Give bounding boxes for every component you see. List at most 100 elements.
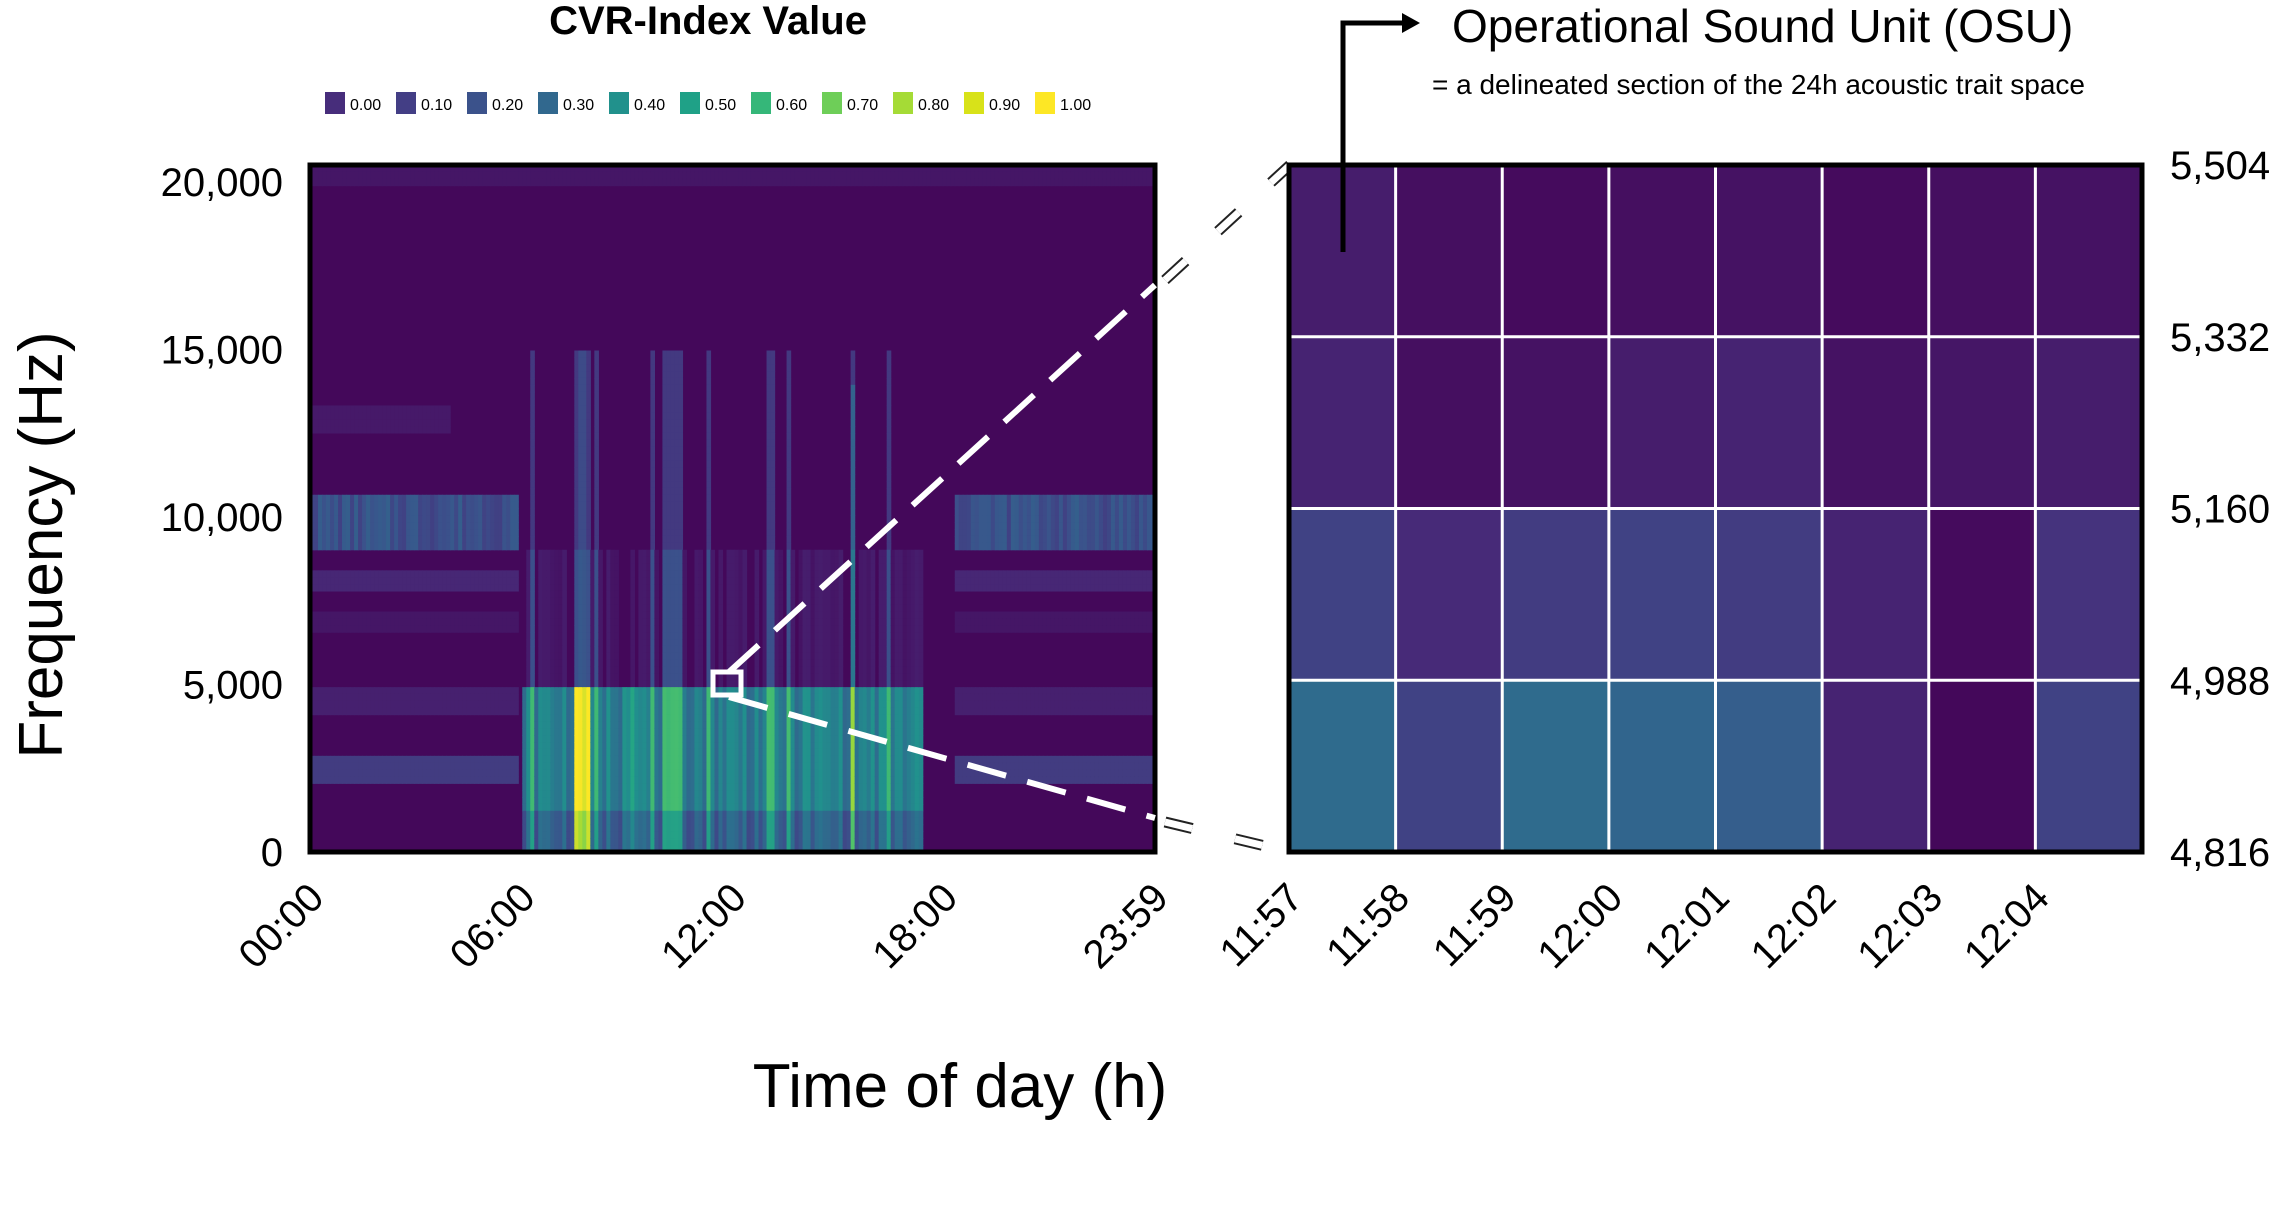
osu-cell (1608, 336, 1717, 509)
x-tick-label: 06:00 (442, 875, 544, 977)
spectrogram-plot (310, 165, 1155, 852)
colorbar-swatch (680, 92, 700, 114)
colorbar-tick-label: 0.60 (776, 97, 807, 114)
y-tick-label: 5,000 (183, 663, 283, 707)
colorbar-swatch (467, 92, 487, 114)
osu-y-tick-label: 4,816 (2170, 831, 2270, 875)
osu-y-tick-label: 4,988 (2170, 659, 2270, 703)
osu-x-tick-label: 11:57 (1212, 875, 1312, 975)
osu-cell (1928, 508, 2036, 681)
connector-bottom-inner (728, 694, 1156, 821)
osu-cell (1395, 680, 1503, 853)
colorbar: 0.00 0.10 0.20 0.30 0.40 0.50 0.60 0.70 0.80 0.90… (325, 92, 1091, 114)
osu-cell (2035, 165, 2143, 338)
colorbar-title: CVR-Index Value (549, 0, 867, 43)
colorbar-swatch (325, 92, 345, 114)
osu-cell (1715, 680, 1823, 853)
osu-x-tick-label: 12:03 (1849, 875, 1951, 977)
colorbar-tick-label: 0.40 (634, 97, 665, 114)
osu-x-ticks: 11:57 11:58 11:59 12:00 12:01 12:02 12:03 12:04 (1212, 875, 2058, 977)
colorbar-swatch (751, 92, 771, 114)
x-axis-label: Time of day (h) (753, 1052, 1168, 1121)
colorbar-swatch (822, 92, 842, 114)
osu-plot (1289, 165, 2143, 853)
connector-top-outer-fill (1162, 162, 1293, 283)
colorbar-tick-label: 0.30 (563, 97, 594, 114)
osu-cell (1715, 508, 1823, 681)
osu-cell (2035, 508, 2143, 681)
x-tick-label: 18:00 (864, 875, 966, 977)
spectrogram-x-ticks: 00:00 06:00 12:00 18:00 23:59 (230, 875, 1176, 977)
x-tick-label: 00:00 (230, 875, 332, 977)
osu-cell (1715, 165, 1823, 338)
osu-cell (1289, 336, 1397, 509)
osu-cell (1715, 336, 1823, 509)
osu-cell (1608, 508, 1717, 681)
colorbar-swatch (538, 92, 558, 114)
colorbar-swatch (396, 92, 416, 114)
zoom-connectors (726, 160, 1294, 858)
osu-cell (1395, 336, 1503, 509)
x-tick-label: 23:59 (1075, 875, 1177, 977)
osu-subtitle: = a delineated section of the 24h acoust… (1432, 69, 2085, 100)
osu-y-tick-label: 5,332 (2170, 316, 2270, 360)
osu-cell (2035, 336, 2143, 509)
osu-gridlines (1289, 165, 2142, 852)
colorbar-tick-label: 0.50 (705, 97, 736, 114)
y-tick-label: 0 (261, 831, 283, 875)
osu-cell (2035, 680, 2143, 853)
osu-cell (1928, 165, 2036, 338)
osu-cell (1928, 336, 2036, 509)
osu-cell (1502, 336, 1610, 509)
colorbar-swatch (964, 92, 984, 114)
colorbar-tick-label: 1.00 (1060, 97, 1091, 114)
osu-cell (1502, 680, 1610, 853)
connector-top-inner (726, 282, 1158, 675)
connector-bottom-outer-fill (1164, 818, 1291, 856)
osu-cell (1289, 680, 1397, 853)
colorbar-swatch (1035, 92, 1055, 114)
osu-x-tick-label: 11:59 (1425, 875, 1525, 975)
spectrogram-y-ticks: 0 5,000 10,000 15,000 20,000 (161, 161, 283, 875)
colorbar-tick-label: 0.90 (989, 97, 1020, 114)
colorbar-tick-label: 0.70 (847, 97, 878, 114)
osu-x-tick-label: 12:00 (1529, 875, 1631, 977)
osu-cell (1608, 165, 1717, 338)
osu-cell (1822, 165, 1930, 338)
osu-cell (1289, 508, 1397, 681)
osu-arrow-head (1402, 13, 1420, 33)
colorbar-swatch (609, 92, 629, 114)
colorbar-swatch (893, 92, 913, 114)
colorbar-tick-label: 0.80 (918, 97, 949, 114)
osu-cell (1822, 336, 1930, 509)
osu-cell (1395, 508, 1503, 681)
osu-cell (1928, 680, 2036, 853)
y-axis-label: Frequency (Hz) (7, 331, 76, 758)
colorbar-tick-label: 0.10 (421, 97, 452, 114)
highlight-box (710, 669, 744, 698)
y-tick-label: 20,000 (161, 161, 283, 205)
osu-x-tick-label: 11:58 (1318, 875, 1418, 975)
y-tick-label: 15,000 (161, 328, 283, 372)
osu-x-tick-label: 12:04 (1956, 875, 2058, 977)
x-tick-label: 12:00 (653, 875, 755, 977)
colorbar-tick-label: 0.00 (350, 97, 381, 114)
spectrogram-frame (307, 162, 1158, 855)
osu-cell (1502, 165, 1610, 338)
osu-y-ticks: 4,816 4,988 5,160 5,332 5,504 (2170, 144, 2270, 875)
osu-title: Operational Sound Unit (OSU) (1452, 0, 2073, 52)
colorbar-tick-label: 0.20 (492, 97, 523, 114)
osu-x-tick-label: 12:01 (1636, 875, 1738, 977)
y-tick-label: 10,000 (161, 496, 283, 540)
osu-frame (1286, 162, 2145, 855)
osu-cell (1822, 680, 1930, 853)
osu-cell (1608, 680, 1717, 853)
osu-cell (1822, 508, 1930, 681)
osu-x-tick-label: 12:02 (1743, 875, 1845, 977)
osu-y-tick-label: 5,504 (2170, 144, 2270, 188)
osu-y-tick-label: 5,160 (2170, 488, 2270, 532)
osu-cell (1395, 165, 1503, 338)
osu-cell (1502, 508, 1610, 681)
osu-arrow-line (1340, 20, 1405, 252)
